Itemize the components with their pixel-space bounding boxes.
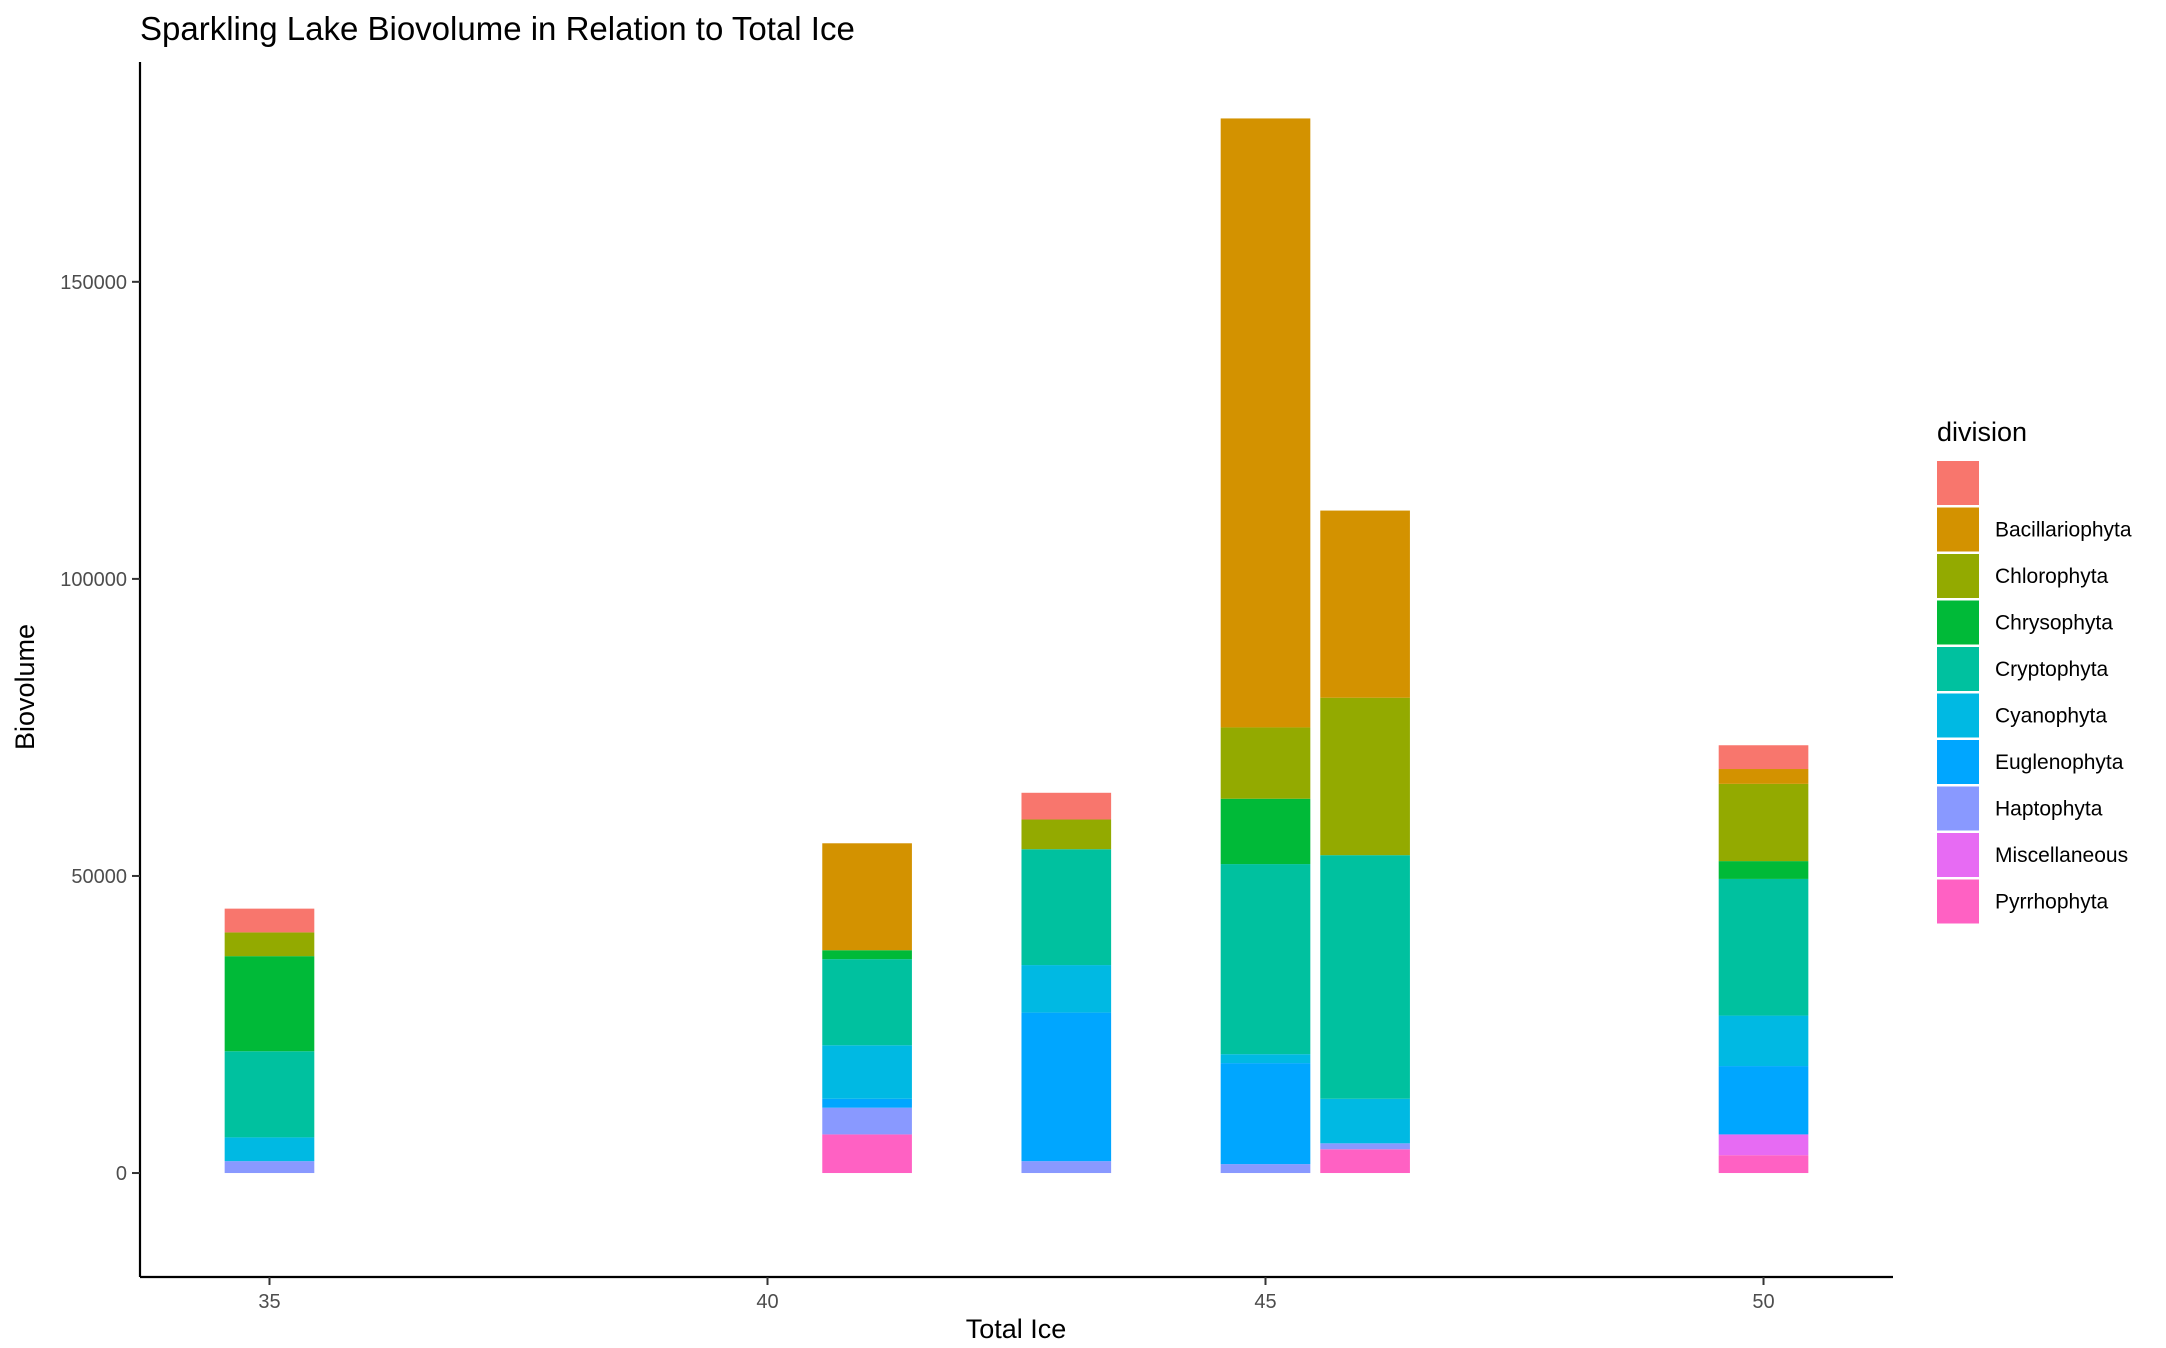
bar-segment-50-bacillariophyta bbox=[1718, 769, 1809, 784]
bar-segment-46-cyanophyta bbox=[1320, 1098, 1410, 1144]
bar-segment-45-chrysophyta bbox=[1220, 798, 1311, 865]
bar-segment-43-euglenophyta bbox=[1021, 1012, 1112, 1162]
bar-segment-43-cyanophyta bbox=[1021, 965, 1112, 1013]
bar-segment-41-chrysophyta bbox=[822, 950, 912, 960]
bar-segment-50-pyrrhophyta bbox=[1718, 1155, 1809, 1174]
x-tick-label-35: 35 bbox=[258, 1291, 280, 1313]
bar-segment-41-haptophyta bbox=[822, 1107, 912, 1135]
y-tick-label-150000: 150000 bbox=[60, 272, 127, 294]
legend-key-cryptophyta bbox=[1937, 647, 1979, 691]
bar-segment-35-chrysophyta bbox=[224, 956, 315, 1052]
bar-segment-41-cyanophyta bbox=[822, 1045, 912, 1099]
legend-label-bacillariophyta: Bacillariophyta bbox=[1995, 519, 2132, 542]
bar-segment-43-chlorophyta bbox=[1021, 819, 1112, 850]
bar-segment-43-cryptophyta bbox=[1021, 849, 1112, 966]
bar-segment-45-bacillariophyta bbox=[1220, 118, 1311, 728]
x-axis: 35 40 45 50 bbox=[140, 1275, 1893, 1313]
legend-key-chrysophyta bbox=[1937, 600, 1979, 645]
bar-segment-35-unlabeled bbox=[224, 908, 315, 933]
y-tick-label-50000: 50000 bbox=[71, 866, 127, 888]
bar-segment-35-chlorophyta bbox=[224, 932, 315, 957]
bar-segment-35-cryptophyta bbox=[224, 1051, 315, 1138]
y-axis: 0 50000 100000 150000 bbox=[60, 62, 142, 1277]
bar-segment-45-cryptophyta bbox=[1220, 864, 1311, 1055]
legend-key-euglenophyta bbox=[1937, 740, 1979, 784]
bar-segment-46-chlorophyta bbox=[1320, 697, 1410, 856]
bar-segment-45-euglenophyta bbox=[1220, 1063, 1311, 1165]
chart-title: Sparkling Lake Biovolume in Relation to … bbox=[140, 10, 855, 47]
x-axis-title: Total Ice bbox=[966, 1314, 1067, 1344]
legend: division Bacillariophyta Chlorophyta Chrys… bbox=[1937, 417, 2132, 924]
legend-key-bacillariophyta bbox=[1937, 507, 1979, 552]
legend-label-pyrrhophyta: Pyrrhophyta bbox=[1995, 891, 2109, 914]
bar-segment-43-haptophyta bbox=[1021, 1161, 1112, 1174]
y-tick-label-100000: 100000 bbox=[60, 569, 127, 591]
bar-segment-50-unlabeled bbox=[1718, 745, 1809, 770]
legend-label-cyanophyta: Cyanophyta bbox=[1995, 705, 2107, 728]
bar-segment-43-unlabeled bbox=[1021, 792, 1112, 820]
y-axis-title: Biovolume bbox=[10, 624, 40, 750]
legend-key-cyanophyta bbox=[1937, 693, 1979, 738]
x-tick-label-40: 40 bbox=[756, 1291, 778, 1313]
bar-segment-41-pyrrhophyta bbox=[822, 1134, 912, 1174]
legend-key-miscellaneous bbox=[1937, 833, 1979, 877]
bar-segment-50-cryptophyta bbox=[1718, 878, 1809, 1016]
bar-segment-46-pyrrhophyta bbox=[1320, 1149, 1410, 1174]
plot-area bbox=[224, 118, 1809, 1174]
bar-segment-45-haptophyta bbox=[1220, 1164, 1311, 1174]
legend-label-haptophyta: Haptophyta bbox=[1995, 798, 2103, 821]
legend-key-chlorophyta bbox=[1937, 554, 1979, 598]
x-tick-label-45: 45 bbox=[1254, 1291, 1276, 1313]
bar-segment-50-cyanophyta bbox=[1718, 1015, 1809, 1067]
legend-title: division bbox=[1937, 417, 2027, 447]
bar-segment-41-bacillariophyta bbox=[822, 843, 912, 951]
bar-segment-50-euglenophyta bbox=[1718, 1066, 1809, 1135]
y-tick-label-0: 0 bbox=[116, 1163, 127, 1185]
legend-key-pyrrhophyta bbox=[1937, 879, 1979, 924]
legend-label-miscellaneous: Miscellaneous bbox=[1995, 844, 2128, 867]
x-tick-label-50: 50 bbox=[1752, 1291, 1774, 1313]
legend-label-euglenophyta: Euglenophyta bbox=[1995, 751, 2124, 774]
legend-key-haptophyta bbox=[1937, 786, 1979, 831]
legend-label-chrysophyta: Chrysophyta bbox=[1995, 612, 2113, 635]
legend-key-unlabeled bbox=[1937, 461, 1979, 505]
bar-segment-35-cyanophyta bbox=[224, 1137, 315, 1162]
bar-segment-46-haptophyta bbox=[1320, 1143, 1410, 1150]
bar-segment-50-chlorophyta bbox=[1718, 783, 1809, 862]
bar-segment-45-cyanophyta bbox=[1220, 1054, 1311, 1064]
bar-segment-41-euglenophyta bbox=[822, 1098, 912, 1108]
bar-segment-50-chrysophyta bbox=[1718, 861, 1809, 879]
bar-segment-46-cryptophyta bbox=[1320, 855, 1410, 1099]
bar-segment-46-bacillariophyta bbox=[1320, 510, 1410, 698]
legend-label-cryptophyta: Cryptophyta bbox=[1995, 658, 2109, 681]
bar-segment-41-cryptophyta bbox=[822, 959, 912, 1046]
legend-label-chlorophyta: Chlorophyta bbox=[1995, 565, 2109, 588]
bar-segment-45-chlorophyta bbox=[1220, 727, 1311, 799]
bar-segment-50-miscellaneous bbox=[1718, 1134, 1809, 1156]
bar-segment-35-haptophyta bbox=[224, 1161, 315, 1174]
